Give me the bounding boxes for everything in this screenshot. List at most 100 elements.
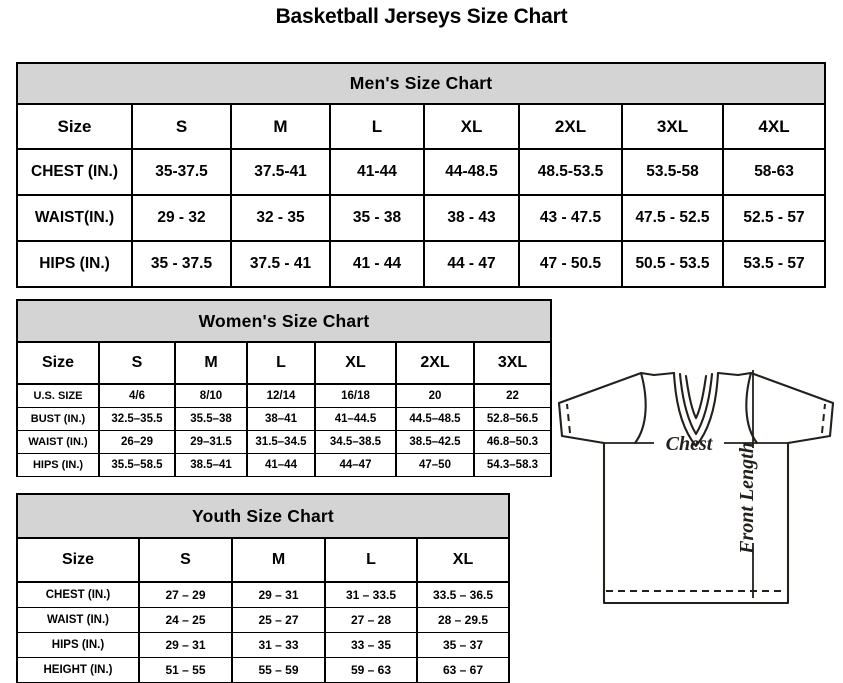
mens-chest-xl: 44-48.5 — [423, 148, 520, 196]
youth-size-chart: Youth Size Chart Size S M L XL CHEST (IN… — [15, 493, 511, 683]
mens-hips-s: 35 - 37.5 — [131, 240, 232, 288]
womens-hips-xl: 44–47 — [314, 453, 397, 477]
front-length-measure-label: Front Length — [736, 442, 758, 555]
mens-size-chart: Men's Size Chart Size S M L XL 2XL 3XL 4… — [15, 62, 827, 288]
shirt-right-shoulder — [716, 371, 740, 377]
mens-header-3xl: 3XL — [621, 103, 724, 150]
table-row: WAIST(IN.) 29 - 32 32 - 35 35 - 38 38 - … — [16, 194, 827, 242]
youth-chest-xl: 33.5 – 36.5 — [415, 581, 511, 608]
shirt-left-shoulder — [652, 371, 676, 377]
mens-chest-s: 35-37.5 — [131, 148, 232, 196]
womens-waist-s: 26–29 — [98, 430, 176, 454]
youth-header-size: Size — [16, 537, 140, 583]
table-row: WAIST (IN.) 24 – 25 25 – 27 27 – 28 28 –… — [16, 607, 511, 633]
shirt-body-outline — [602, 441, 790, 605]
womens-header-row: Size S M L XL 2XL 3XL — [16, 341, 552, 385]
youth-chart-band-row: Youth Size Chart — [15, 493, 511, 539]
youth-header-l: L — [324, 537, 418, 583]
youth-row-label-chest: CHEST (IN.) — [16, 581, 140, 608]
youth-hips-xl: 35 – 37 — [415, 632, 511, 658]
youth-waist-s: 24 – 25 — [138, 607, 233, 633]
womens-ussize-l: 12/14 — [246, 383, 316, 408]
womens-header-xl: XL — [314, 341, 397, 385]
shirt-right-cuff-dash — [821, 403, 826, 434]
mens-chest-l: 41-44 — [329, 148, 425, 196]
mens-row-label-chest: CHEST (IN.) — [16, 148, 133, 196]
youth-waist-m: 25 – 27 — [231, 607, 326, 633]
youth-header-m: M — [231, 537, 326, 583]
womens-bust-3xl: 52.8–56.5 — [473, 407, 552, 431]
womens-chart-band-row: Women's Size Chart — [16, 299, 552, 343]
shirt-left-armhole — [633, 371, 647, 445]
mens-header-row: Size S M L XL 2XL 3XL 4XL — [16, 103, 827, 150]
womens-hips-m: 38.5–41 — [174, 453, 248, 477]
womens-waist-l: 31.5–34.5 — [246, 430, 316, 454]
mens-waist-3xl: 47.5 - 52.5 — [621, 194, 724, 242]
table-row: BUST (IN.) 32.5–35.5 35.5–38 38–41 41–44… — [16, 407, 552, 431]
table-row: HIPS (IN.) 35.5–58.5 38.5–41 41–44 44–47… — [16, 453, 552, 477]
mens-waist-4xl: 52.5 - 57 — [721, 194, 827, 242]
womens-bust-s: 32.5–35.5 — [98, 407, 176, 431]
table-row: U.S. SIZE 4/6 8/10 12/14 16/18 20 22 — [16, 383, 552, 408]
womens-waist-3xl: 46.8–50.3 — [473, 430, 552, 454]
womens-header-3xl: 3XL — [473, 341, 552, 385]
womens-hips-2xl: 47–50 — [395, 453, 475, 477]
mens-header-4xl: 4XL — [721, 103, 827, 150]
table-row: CHEST (IN.) 27 – 29 29 – 31 31 – 33.5 33… — [16, 581, 511, 608]
shirt-right-sleeve — [736, 371, 835, 445]
table-row: WAIST (IN.) 26–29 29–31.5 31.5–34.5 34.5… — [16, 430, 552, 454]
womens-bust-2xl: 44.5–48.5 — [395, 407, 475, 431]
mens-hips-2xl: 47 - 50.5 — [518, 240, 623, 288]
mens-waist-s: 29 - 32 — [131, 194, 232, 242]
mens-row-label-waist: WAIST(IN.) — [16, 194, 133, 242]
womens-chart-band-label: Women's Size Chart — [16, 299, 552, 343]
mens-header-xl: XL — [423, 103, 520, 150]
shirt-vneck-middle — [678, 372, 714, 436]
youth-waist-l: 27 – 28 — [324, 607, 418, 633]
youth-hips-l: 33 – 35 — [324, 632, 418, 658]
mens-chart-band-row: Men's Size Chart — [15, 62, 827, 105]
womens-ussize-3xl: 22 — [473, 383, 552, 408]
mens-waist-l: 35 - 38 — [329, 194, 425, 242]
mens-hips-l: 41 - 44 — [329, 240, 425, 288]
table-row: HIPS (IN.) 35 - 37.5 37.5 - 41 41 - 44 4… — [16, 240, 827, 288]
womens-ussize-m: 8/10 — [174, 383, 248, 408]
womens-row-label-hips: HIPS (IN.) — [16, 453, 100, 477]
mens-header-l: L — [329, 103, 425, 150]
womens-waist-m: 29–31.5 — [174, 430, 248, 454]
womens-header-size: Size — [16, 341, 100, 385]
mens-waist-xl: 38 - 43 — [423, 194, 520, 242]
youth-row-label-waist: WAIST (IN.) — [16, 607, 140, 633]
youth-chest-s: 27 – 29 — [138, 581, 233, 608]
womens-row-label-bust: BUST (IN.) — [16, 407, 100, 431]
mens-hips-3xl: 50.5 - 53.5 — [621, 240, 724, 288]
womens-ussize-2xl: 20 — [395, 383, 475, 408]
shirt-left-sleeve — [557, 371, 656, 445]
jersey-measurement-diagram: Chest Front Length — [556, 348, 841, 648]
youth-header-row: Size S M L XL — [16, 537, 511, 583]
mens-hips-4xl: 53.5 - 57 — [721, 240, 827, 288]
womens-header-s: S — [98, 341, 176, 385]
shirt-vneck-outer — [672, 371, 720, 448]
chest-measure-label: Chest — [666, 433, 714, 455]
table-row: HIPS (IN.) 29 – 31 31 – 33 33 – 35 35 – … — [16, 632, 511, 658]
youth-hips-s: 29 – 31 — [138, 632, 233, 658]
womens-ussize-s: 4/6 — [98, 383, 176, 408]
womens-ussize-xl: 16/18 — [314, 383, 397, 408]
mens-waist-2xl: 43 - 47.5 — [518, 194, 623, 242]
youth-row-label-hips: HIPS (IN.) — [16, 632, 140, 658]
mens-waist-m: 32 - 35 — [230, 194, 331, 242]
youth-header-xl: XL — [415, 537, 511, 583]
youth-waist-xl: 28 – 29.5 — [415, 607, 511, 633]
mens-row-label-hips: HIPS (IN.) — [16, 240, 133, 288]
youth-chart-band-label: Youth Size Chart — [15, 493, 511, 539]
mens-chest-3xl: 53.5-58 — [621, 148, 724, 196]
mens-header-2xl: 2XL — [518, 103, 623, 150]
page-title: Basketball Jerseys Size Chart — [275, 5, 568, 28]
womens-bust-l: 38–41 — [246, 407, 316, 431]
mens-header-s: S — [131, 103, 232, 150]
youth-chest-l: 31 – 33.5 — [324, 581, 418, 608]
womens-hips-l: 41–44 — [246, 453, 316, 477]
womens-hips-3xl: 54.3–58.3 — [473, 453, 552, 477]
womens-header-2xl: 2XL — [395, 341, 475, 385]
